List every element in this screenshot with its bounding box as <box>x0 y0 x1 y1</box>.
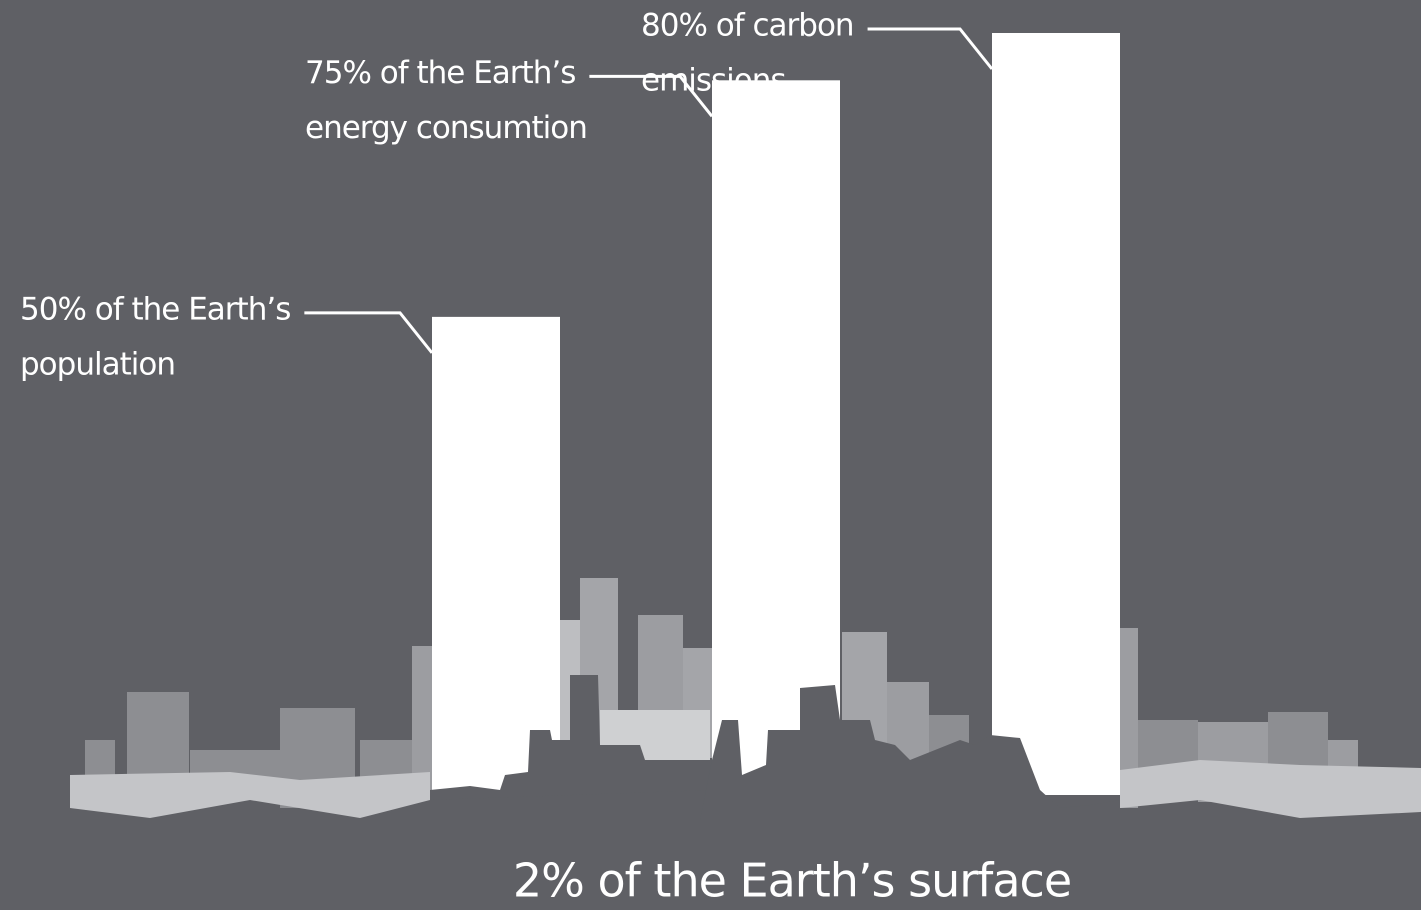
caption: 2% of the Earth’s surface <box>513 854 1071 908</box>
bar <box>712 80 840 795</box>
bar-label: 75% of the Earth’s <box>305 55 575 91</box>
skyline <box>430 675 1120 820</box>
building <box>70 772 430 818</box>
building <box>412 646 434 796</box>
building <box>1120 760 1421 818</box>
building <box>430 675 712 800</box>
bar <box>432 316 560 795</box>
bar <box>992 33 1120 795</box>
building <box>1120 628 1138 808</box>
bar-label: 80% of carbon <box>641 8 854 44</box>
bar-label: emissions <box>641 63 786 99</box>
leader-line <box>304 311 434 354</box>
bars <box>432 33 1120 795</box>
bar-label: population <box>20 346 175 382</box>
building <box>700 685 1120 820</box>
bar-label: 50% of the Earth’s <box>20 291 290 327</box>
leader-line <box>867 27 994 70</box>
bar-label: energy consumtion <box>305 110 587 146</box>
leader-line <box>589 74 714 118</box>
